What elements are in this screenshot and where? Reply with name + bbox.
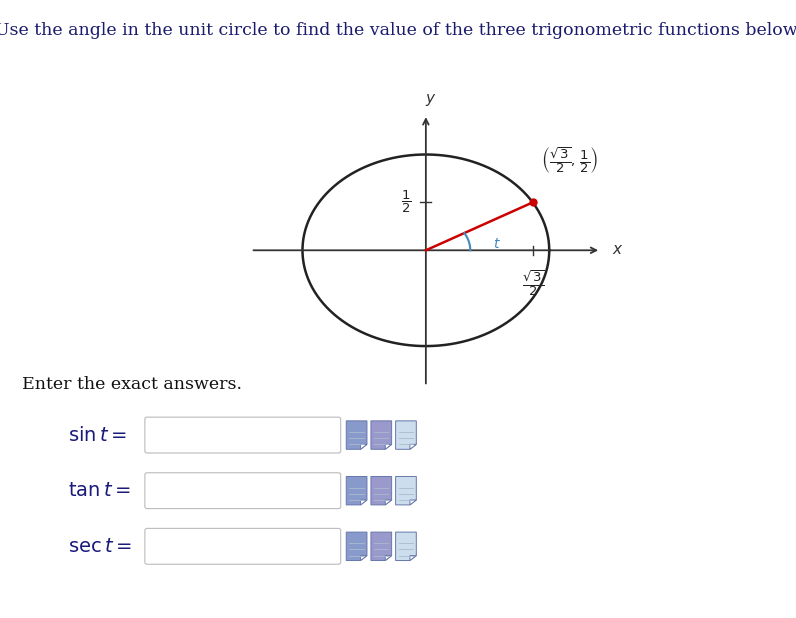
Polygon shape xyxy=(346,532,367,561)
Polygon shape xyxy=(410,444,416,449)
Polygon shape xyxy=(346,421,367,449)
Polygon shape xyxy=(396,532,416,561)
Polygon shape xyxy=(410,500,416,505)
Polygon shape xyxy=(371,532,392,561)
Text: Use the angle in the unit circle to find the value of the three trigonometric fu: Use the angle in the unit circle to find… xyxy=(0,22,796,39)
Polygon shape xyxy=(371,476,392,505)
Text: $\mathrm{sin}\,t =$: $\mathrm{sin}\,t =$ xyxy=(68,426,127,445)
Text: $\mathrm{sec}\,t =$: $\mathrm{sec}\,t =$ xyxy=(68,538,131,556)
Text: $\dfrac{1}{2}$: $\dfrac{1}{2}$ xyxy=(401,189,412,216)
Polygon shape xyxy=(346,476,367,505)
Polygon shape xyxy=(396,476,416,505)
Text: $\left(\dfrac{\sqrt{3}}{2},\,\dfrac{1}{2}\right)$: $\left(\dfrac{\sqrt{3}}{2},\,\dfrac{1}{2… xyxy=(540,145,598,174)
Text: $\mathrm{tan}\,t =$: $\mathrm{tan}\,t =$ xyxy=(68,482,131,501)
Text: Enter the exact answers.: Enter the exact answers. xyxy=(22,376,242,393)
Polygon shape xyxy=(361,444,367,449)
Polygon shape xyxy=(396,421,416,449)
Polygon shape xyxy=(385,556,392,561)
FancyBboxPatch shape xyxy=(145,473,341,509)
Text: $\dfrac{\sqrt{3}}{2}$: $\dfrac{\sqrt{3}}{2}$ xyxy=(521,268,544,297)
FancyBboxPatch shape xyxy=(145,417,341,453)
Polygon shape xyxy=(361,500,367,505)
Polygon shape xyxy=(361,556,367,561)
FancyBboxPatch shape xyxy=(145,528,341,564)
Polygon shape xyxy=(410,556,416,561)
Text: $x$: $x$ xyxy=(612,243,624,257)
Polygon shape xyxy=(385,444,392,449)
Polygon shape xyxy=(371,421,392,449)
Text: $y$: $y$ xyxy=(425,92,436,108)
Polygon shape xyxy=(385,500,392,505)
Text: $t$: $t$ xyxy=(494,237,501,251)
